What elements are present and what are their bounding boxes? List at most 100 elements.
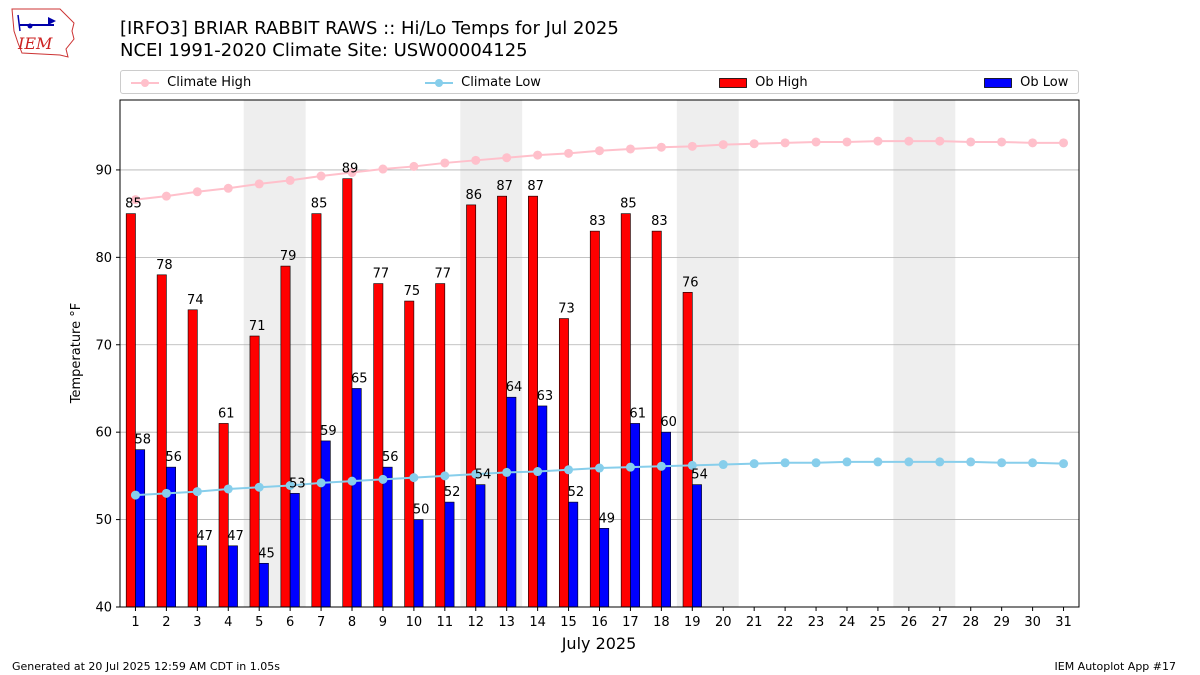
climate-high-point — [502, 153, 512, 163]
ob-high-value-label: 87 — [496, 179, 513, 194]
ob-low-bar — [444, 501, 455, 608]
ob-high-value-label: 71 — [249, 319, 266, 334]
ob-low-value-label: 47 — [227, 529, 244, 544]
y-tick-label: 40 — [95, 601, 112, 616]
x-tick-label: 25 — [870, 615, 887, 630]
ob-high-bar — [249, 335, 260, 608]
climate-high-point — [656, 142, 666, 152]
ob-low-bar — [258, 562, 269, 608]
climate-high-point — [254, 179, 264, 189]
ob-high-bar — [497, 195, 507, 608]
ob-high-value-label: 85 — [620, 197, 637, 212]
ob-high-bar — [466, 204, 477, 608]
ob-high-bar — [218, 423, 229, 608]
climate-high-point — [625, 144, 635, 154]
ob-low-bar — [382, 466, 393, 608]
x-tick-label: 11 — [437, 615, 454, 630]
x-tick-label: 7 — [317, 615, 325, 630]
x-tick-label: 26 — [901, 615, 918, 630]
ob-low-bar — [135, 449, 146, 608]
climate-high-point — [378, 164, 388, 174]
climate-high-point — [161, 191, 171, 201]
climate-low-point — [316, 478, 326, 488]
climate-low-point — [1028, 458, 1038, 468]
climate-low-point — [130, 490, 140, 500]
ob-high-value-label: 83 — [589, 214, 606, 229]
ob-low-bar — [630, 423, 641, 608]
ob-low-value-label: 58 — [134, 433, 151, 448]
x-tick-label: 5 — [255, 615, 263, 630]
climate-high-point — [409, 161, 419, 171]
x-tick-label: 31 — [1055, 615, 1072, 630]
climate-lines — [130, 136, 1069, 500]
ob-high-bar — [435, 283, 446, 608]
bars — [125, 178, 702, 608]
ob-high-bar — [589, 230, 600, 608]
climate-low-point — [904, 457, 914, 467]
ob-low-bar — [227, 545, 238, 608]
ob-high-bar — [682, 292, 693, 608]
ob-low-bar — [166, 466, 176, 608]
legend-ob-high-swatch — [719, 78, 747, 88]
x-tick-label: 28 — [962, 615, 979, 630]
climate-low-point — [873, 457, 883, 467]
climate-high-point — [718, 140, 728, 150]
climate-high-point — [1028, 138, 1038, 148]
ob-low-bar — [568, 501, 579, 608]
y-tick-label: 90 — [95, 163, 112, 178]
ob-low-bar — [351, 388, 362, 608]
climate-high-point — [223, 183, 233, 193]
climate-low-point — [471, 469, 481, 479]
legend-ob-low-label: Ob Low — [1020, 75, 1069, 90]
x-tick-label: 19 — [684, 615, 701, 630]
climate-low-point — [811, 458, 821, 468]
climate-high-point — [842, 137, 852, 147]
x-tick-label: 12 — [467, 615, 484, 630]
ob-low-bar — [289, 493, 300, 608]
ob-high-value-label: 78 — [156, 258, 173, 273]
climate-high-point — [440, 158, 450, 168]
climate-low-point — [161, 488, 171, 498]
iem-logo-text: IEM — [17, 34, 53, 53]
ob-high-value-label: 79 — [280, 249, 297, 264]
ob-high-bar — [404, 300, 415, 608]
climate-high-point — [316, 171, 326, 181]
climate-low-point — [564, 465, 574, 475]
climate-low-point — [223, 484, 233, 494]
climate-low-point — [625, 462, 635, 472]
ob-low-value-label: 56 — [165, 450, 182, 465]
climate-low-point — [780, 458, 790, 468]
ob-high-value-label: 85 — [311, 197, 328, 212]
x-axis-label: July 2025 — [561, 634, 637, 653]
legend-climate-high-label: Climate High — [167, 75, 252, 90]
climate-low-point — [1059, 459, 1069, 469]
chart-title-block: [IRFO3] BRIAR RABBIT RAWS :: Hi/Lo Temps… — [120, 18, 619, 62]
x-tick-label: 27 — [932, 615, 949, 630]
x-tick-label: 30 — [1024, 615, 1041, 630]
ob-high-value-label: 73 — [558, 302, 575, 317]
y-tick-label: 50 — [95, 513, 112, 528]
x-tick-label: 4 — [224, 615, 232, 630]
ob-low-bar — [197, 545, 207, 608]
x-tick-label: 16 — [591, 615, 608, 630]
ob-high-value-label: 83 — [651, 214, 668, 229]
climate-high-point — [873, 136, 883, 146]
climate-high-point — [811, 137, 821, 147]
x-tick-label: 8 — [348, 615, 356, 630]
climate-low-point — [192, 487, 202, 497]
y-tick-label: 80 — [95, 251, 112, 266]
climate-low-point — [935, 457, 945, 467]
ob-low-value-label: 54 — [691, 468, 708, 483]
y-tick-label: 60 — [95, 426, 112, 441]
chart-subtitle: NCEI 1991-2020 Climate Site: USW00004125 — [120, 40, 528, 61]
ob-low-bar — [692, 484, 702, 608]
ob-high-value-label: 77 — [373, 267, 390, 282]
legend-ob-high-label: Ob High — [755, 75, 808, 90]
climate-high-point — [749, 139, 759, 149]
ob-low-value-label: 49 — [599, 511, 616, 526]
ob-low-value-label: 56 — [382, 450, 399, 465]
climate-low-point — [409, 473, 419, 483]
x-tick-label: 3 — [193, 615, 201, 630]
ob-high-bar — [342, 178, 353, 608]
